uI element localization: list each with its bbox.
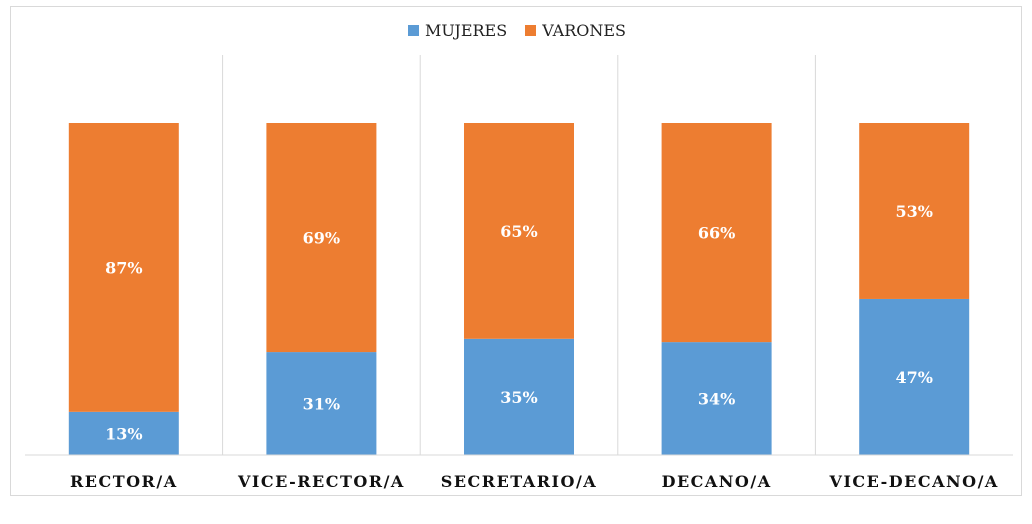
data-label-varones-2: 65% [500,222,537,241]
data-label-mujeres-3: 34% [698,390,735,409]
plot-area: 13% 87% RECTOR/A 31% 69% VICE-RECTOR/A 35% 65% S… [25,55,1013,491]
data-label-varones-1: 69% [303,229,340,248]
legend-item-mujeres: MUJERES [407,21,508,40]
bar-mujeres-2 [464,338,574,455]
legend-swatch-varones [525,25,537,36]
category-label-0: RECTOR/A [70,472,178,491]
data-label-varones-4: 53% [895,202,932,221]
bar-varones-2 [464,123,574,339]
bar-varones-3 [661,123,772,343]
bar-varones-0 [68,123,179,412]
bar-mujeres-0 [68,411,179,455]
data-label-varones-0: 87% [105,258,142,277]
chart-frame: MUJERES VARONES 13% 87% RECTOR/A 31% 69% VICE… [10,6,1022,496]
data-label-mujeres-2: 35% [500,388,537,407]
legend-swatch-mujeres [407,25,419,36]
category-label-1: VICE-RECTOR/A [237,472,405,491]
legend-label-mujeres: MUJERES [424,21,508,40]
bar-varones-4 [859,123,970,299]
legend: MUJERES VARONES [11,21,1023,40]
data-label-mujeres-1: 31% [303,395,340,414]
data-label-mujeres-0: 13% [105,424,142,443]
data-label-mujeres-4: 47% [895,368,932,387]
data-label-varones-3: 66% [698,224,735,243]
legend-label-varones: VARONES [542,21,627,40]
category-label-3: DECANO/A [662,472,772,491]
category-label-4: VICE-DECANO/A [829,472,999,491]
legend-item-varones: VARONES [525,21,626,40]
bar-mujeres-3 [661,342,772,455]
bar-mujeres-1 [266,352,377,455]
bar-mujeres-4 [859,298,970,455]
bar-varones-1 [266,123,377,353]
category-label-2: SECRETARIO/A [441,472,597,491]
